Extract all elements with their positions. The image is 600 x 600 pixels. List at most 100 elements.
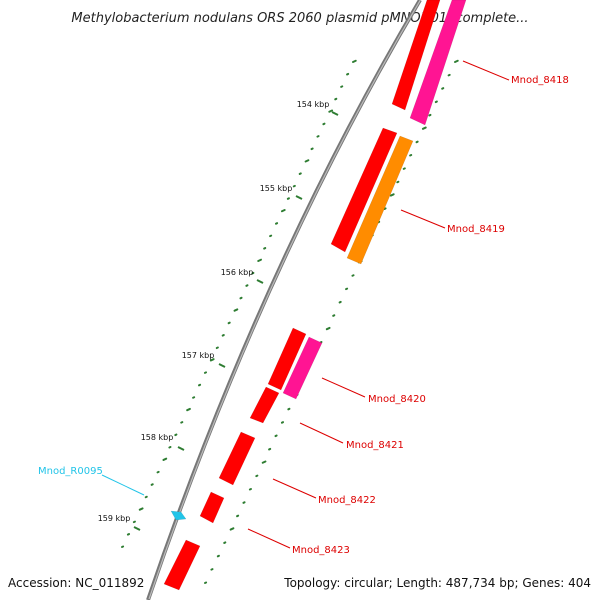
gc-dot-left-28 — [186, 407, 191, 412]
gc-dot-left-24 — [209, 358, 215, 362]
gc-dot-right-6 — [415, 140, 419, 144]
gc-dot-left-18 — [245, 284, 249, 287]
gene-8421-red — [249, 386, 280, 424]
gc-dot-left-37 — [132, 520, 136, 524]
gc-dot-left-22 — [221, 334, 225, 337]
accession-text: Accession: NC_011892 — [8, 576, 144, 590]
gc-dot-left-13 — [275, 222, 279, 225]
gene-label-8423[interactable]: Mnod_8423 — [292, 545, 350, 556]
gene-8419-orange — [346, 135, 414, 265]
gc-dot-right-11 — [383, 207, 387, 210]
gc-dot-right-7 — [409, 154, 413, 157]
gc-dot-left-16 — [257, 258, 262, 262]
gene-label-8421[interactable]: Mnod_8421 — [346, 440, 404, 451]
gc-dot-left-11 — [286, 197, 290, 200]
tick-label-157: 157 kbp — [182, 351, 215, 360]
gc-dot-right-17 — [345, 287, 349, 291]
tick-mark-5 — [133, 526, 141, 531]
gc-dot-right-3 — [434, 100, 438, 104]
gc-dot-right-34 — [236, 514, 240, 518]
gc-dot-left-0 — [352, 59, 357, 63]
gc-dot-right-29 — [268, 447, 272, 451]
gc-dot-left-2 — [340, 85, 344, 88]
gc-dot-left-15 — [263, 247, 267, 250]
gene-8422-red — [218, 431, 256, 486]
gc-dot-right-1 — [447, 73, 451, 77]
gc-dot-right-30 — [261, 460, 267, 464]
tick-mark-0 — [331, 111, 339, 116]
tick-label-159: 159 kbp — [98, 514, 131, 523]
gene-8418-red — [391, 0, 441, 111]
gc-dot-left-4 — [328, 109, 334, 113]
gc-dot-right-38 — [210, 568, 214, 571]
gene-lower-red — [163, 539, 201, 591]
gc-dot-left-35 — [144, 495, 148, 499]
gene-label-r0095[interactable]: Mnod_R0095 — [38, 466, 103, 477]
gc-dot-right-5 — [421, 126, 427, 130]
leader-line-8420 — [321, 377, 366, 398]
tick-mark-2 — [256, 279, 264, 284]
gc-dot-left-9 — [298, 172, 302, 175]
gc-dot-left-12 — [280, 208, 286, 213]
tick-label-154: 154 kbp — [297, 100, 330, 109]
gc-dot-right-4 — [428, 113, 432, 117]
gc-dot-left-23 — [215, 346, 219, 350]
leader-line-8418 — [462, 60, 510, 81]
gc-dot-right-16 — [351, 274, 355, 277]
tick-label-155: 155 kbp — [260, 184, 293, 193]
backbone-highlight — [148, 0, 422, 600]
gene-8420-pink — [282, 336, 323, 400]
tick-mark-4 — [177, 446, 185, 451]
backbone-arc — [146, 0, 422, 600]
backbone-layer — [146, 0, 422, 600]
gene-label-layer: Mnod_8418 Mnod_8419 Mnod_8420 Mnod_8421 … — [38, 60, 569, 556]
tick-mark-3 — [218, 363, 226, 368]
gc-dot-right-33 — [242, 501, 246, 504]
gc-dot-left-26 — [198, 383, 202, 387]
tick-label-156: 156 kbp — [221, 268, 254, 277]
gene-r0095-cyan — [170, 510, 187, 521]
gc-dot-right-36 — [223, 541, 227, 544]
leader-line-8422 — [272, 478, 317, 499]
gene-label-8419[interactable]: Mnod_8419 — [447, 224, 505, 235]
gc-dot-left-33 — [156, 470, 160, 474]
gene-label-8418[interactable]: Mnod_8418 — [511, 75, 569, 86]
gc-dot-left-32 — [162, 457, 168, 461]
gc-dot-left-17 — [251, 271, 255, 275]
gene-8423-red — [199, 491, 225, 524]
gc-dot-right-10 — [389, 193, 395, 197]
gene-label-8422[interactable]: Mnod_8422 — [318, 495, 376, 506]
gc-dot-right-37 — [216, 554, 220, 558]
leader-line-8423 — [247, 528, 291, 549]
gc-dot-right-19 — [332, 314, 336, 317]
gc-dot-left-21 — [227, 321, 231, 325]
gc-dot-right-0 — [454, 59, 459, 63]
gc-dot-left-3 — [334, 97, 338, 101]
gc-dot-left-6 — [316, 135, 320, 138]
leader-line-8419 — [400, 209, 446, 229]
gc-dot-right-9 — [396, 180, 400, 184]
gc-dot-left-39 — [121, 545, 125, 548]
gc-dot-left-8 — [304, 159, 310, 163]
gc-dot-left-31 — [168, 446, 172, 449]
gc-dot-right-39 — [204, 581, 208, 584]
feature-layer — [163, 0, 467, 591]
gc-dot-right-35 — [229, 527, 235, 531]
gc-dot-right-32 — [248, 487, 252, 491]
gc-dot-right-2 — [441, 87, 445, 90]
gc-content-track — [121, 59, 459, 584]
tick-label-158: 158 kbp — [141, 433, 174, 442]
gene-8419-red — [330, 127, 398, 253]
tick-layer: 154 kbp 155 kbp 156 kbp 157 kbp 158 kbp … — [98, 100, 330, 523]
gene-label-8420[interactable]: Mnod_8420 — [368, 394, 426, 405]
gc-dot-left-30 — [174, 433, 178, 437]
gc-dot-right-31 — [255, 474, 259, 478]
gc-dot-right-27 — [280, 421, 285, 424]
gc-dot-left-27 — [192, 396, 196, 399]
gc-dot-right-28 — [274, 434, 278, 438]
gc-dot-right-20 — [325, 326, 331, 331]
gc-dot-left-14 — [269, 234, 273, 238]
gc-dot-left-7 — [310, 147, 314, 151]
gc-dot-right-8 — [402, 167, 406, 170]
